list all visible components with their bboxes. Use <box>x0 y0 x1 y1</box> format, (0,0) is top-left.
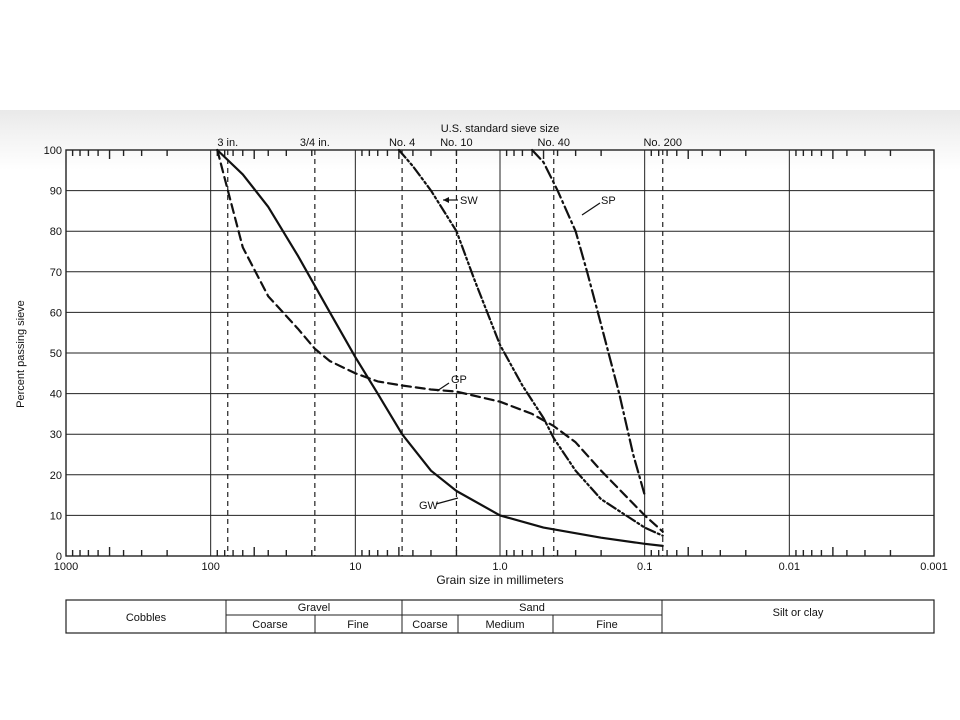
x-tick-label-5: 0.01 <box>779 561 800 573</box>
gradation-curves <box>216 148 664 547</box>
y-tick-label-50: 50 <box>50 348 62 360</box>
tick-labels: 0 10 20 30 40 50 60 70 80 90 100 1000 100 10 1.0 0.1 0.0… <box>44 137 948 573</box>
cell-silt-clay: Silt or clay <box>773 607 824 619</box>
label-gp: GP <box>451 374 467 386</box>
leader-gw <box>435 497 459 505</box>
y-axis-label: Percent passing sieve <box>15 300 27 408</box>
y-tick-label-60: 60 <box>50 307 62 319</box>
curve-sp <box>531 148 646 497</box>
sieve-label-2: No. 4 <box>389 137 415 149</box>
x-tick-label-3: 1.0 <box>492 561 507 573</box>
y-tick-label-100: 100 <box>44 145 62 157</box>
cell-sand-coarse: Coarse <box>412 619 447 631</box>
x-tick-label-0: 1000 <box>54 561 78 573</box>
cell-gravel-fine: Fine <box>347 619 368 631</box>
y-tick-label-0: 0 <box>56 551 62 563</box>
curve-gw <box>216 148 664 547</box>
y-tick-label-80: 80 <box>50 226 62 238</box>
leader-gp <box>436 382 450 392</box>
cell-sand: Sand <box>519 602 545 614</box>
sieve-label-0: 3 in. <box>217 137 238 149</box>
label-sw: SW <box>460 195 478 207</box>
x-tick-label-6: 0.001 <box>920 561 948 573</box>
leader-sp <box>581 202 601 216</box>
arrow-sw <box>443 197 449 203</box>
cell-sand-medium: Medium <box>485 619 524 631</box>
x-tick-label-1: 100 <box>201 561 219 573</box>
chart-title: U.S. standard sieve size <box>441 123 560 135</box>
y-tick-label-20: 20 <box>50 470 62 482</box>
cell-gravel-coarse: Coarse <box>252 619 287 631</box>
x-axis-label: Grain size in millimeters <box>436 573 563 587</box>
cell-cobbles: Cobbles <box>126 612 167 624</box>
y-tick-label-90: 90 <box>50 186 62 198</box>
cell-gravel: Gravel <box>298 602 330 614</box>
curve-gp <box>216 148 664 533</box>
label-sp: SP <box>601 195 616 207</box>
scan-shading-band <box>0 110 960 170</box>
x-tick-label-2: 10 <box>349 561 361 573</box>
classification-table: Cobbles Gravel Coarse Fine Sand Coarse M… <box>65 599 935 634</box>
x-tick-label-4: 0.1 <box>637 561 652 573</box>
y-tick-label-40: 40 <box>50 389 62 401</box>
sieve-label-5: No. 200 <box>643 137 682 149</box>
y-tick-label-10: 10 <box>50 510 62 522</box>
y-tick-label-70: 70 <box>50 267 62 279</box>
sieve-label-4: No. 40 <box>538 137 570 149</box>
curve-sw <box>397 148 664 537</box>
sieve-label-3: No. 10 <box>440 137 472 149</box>
label-gw: GW <box>419 500 439 512</box>
cell-sand-fine: Fine <box>596 619 617 631</box>
y-tick-label-30: 30 <box>50 429 62 441</box>
sieve-label-1: 3/4 in. <box>300 137 330 149</box>
grid <box>65 149 935 557</box>
